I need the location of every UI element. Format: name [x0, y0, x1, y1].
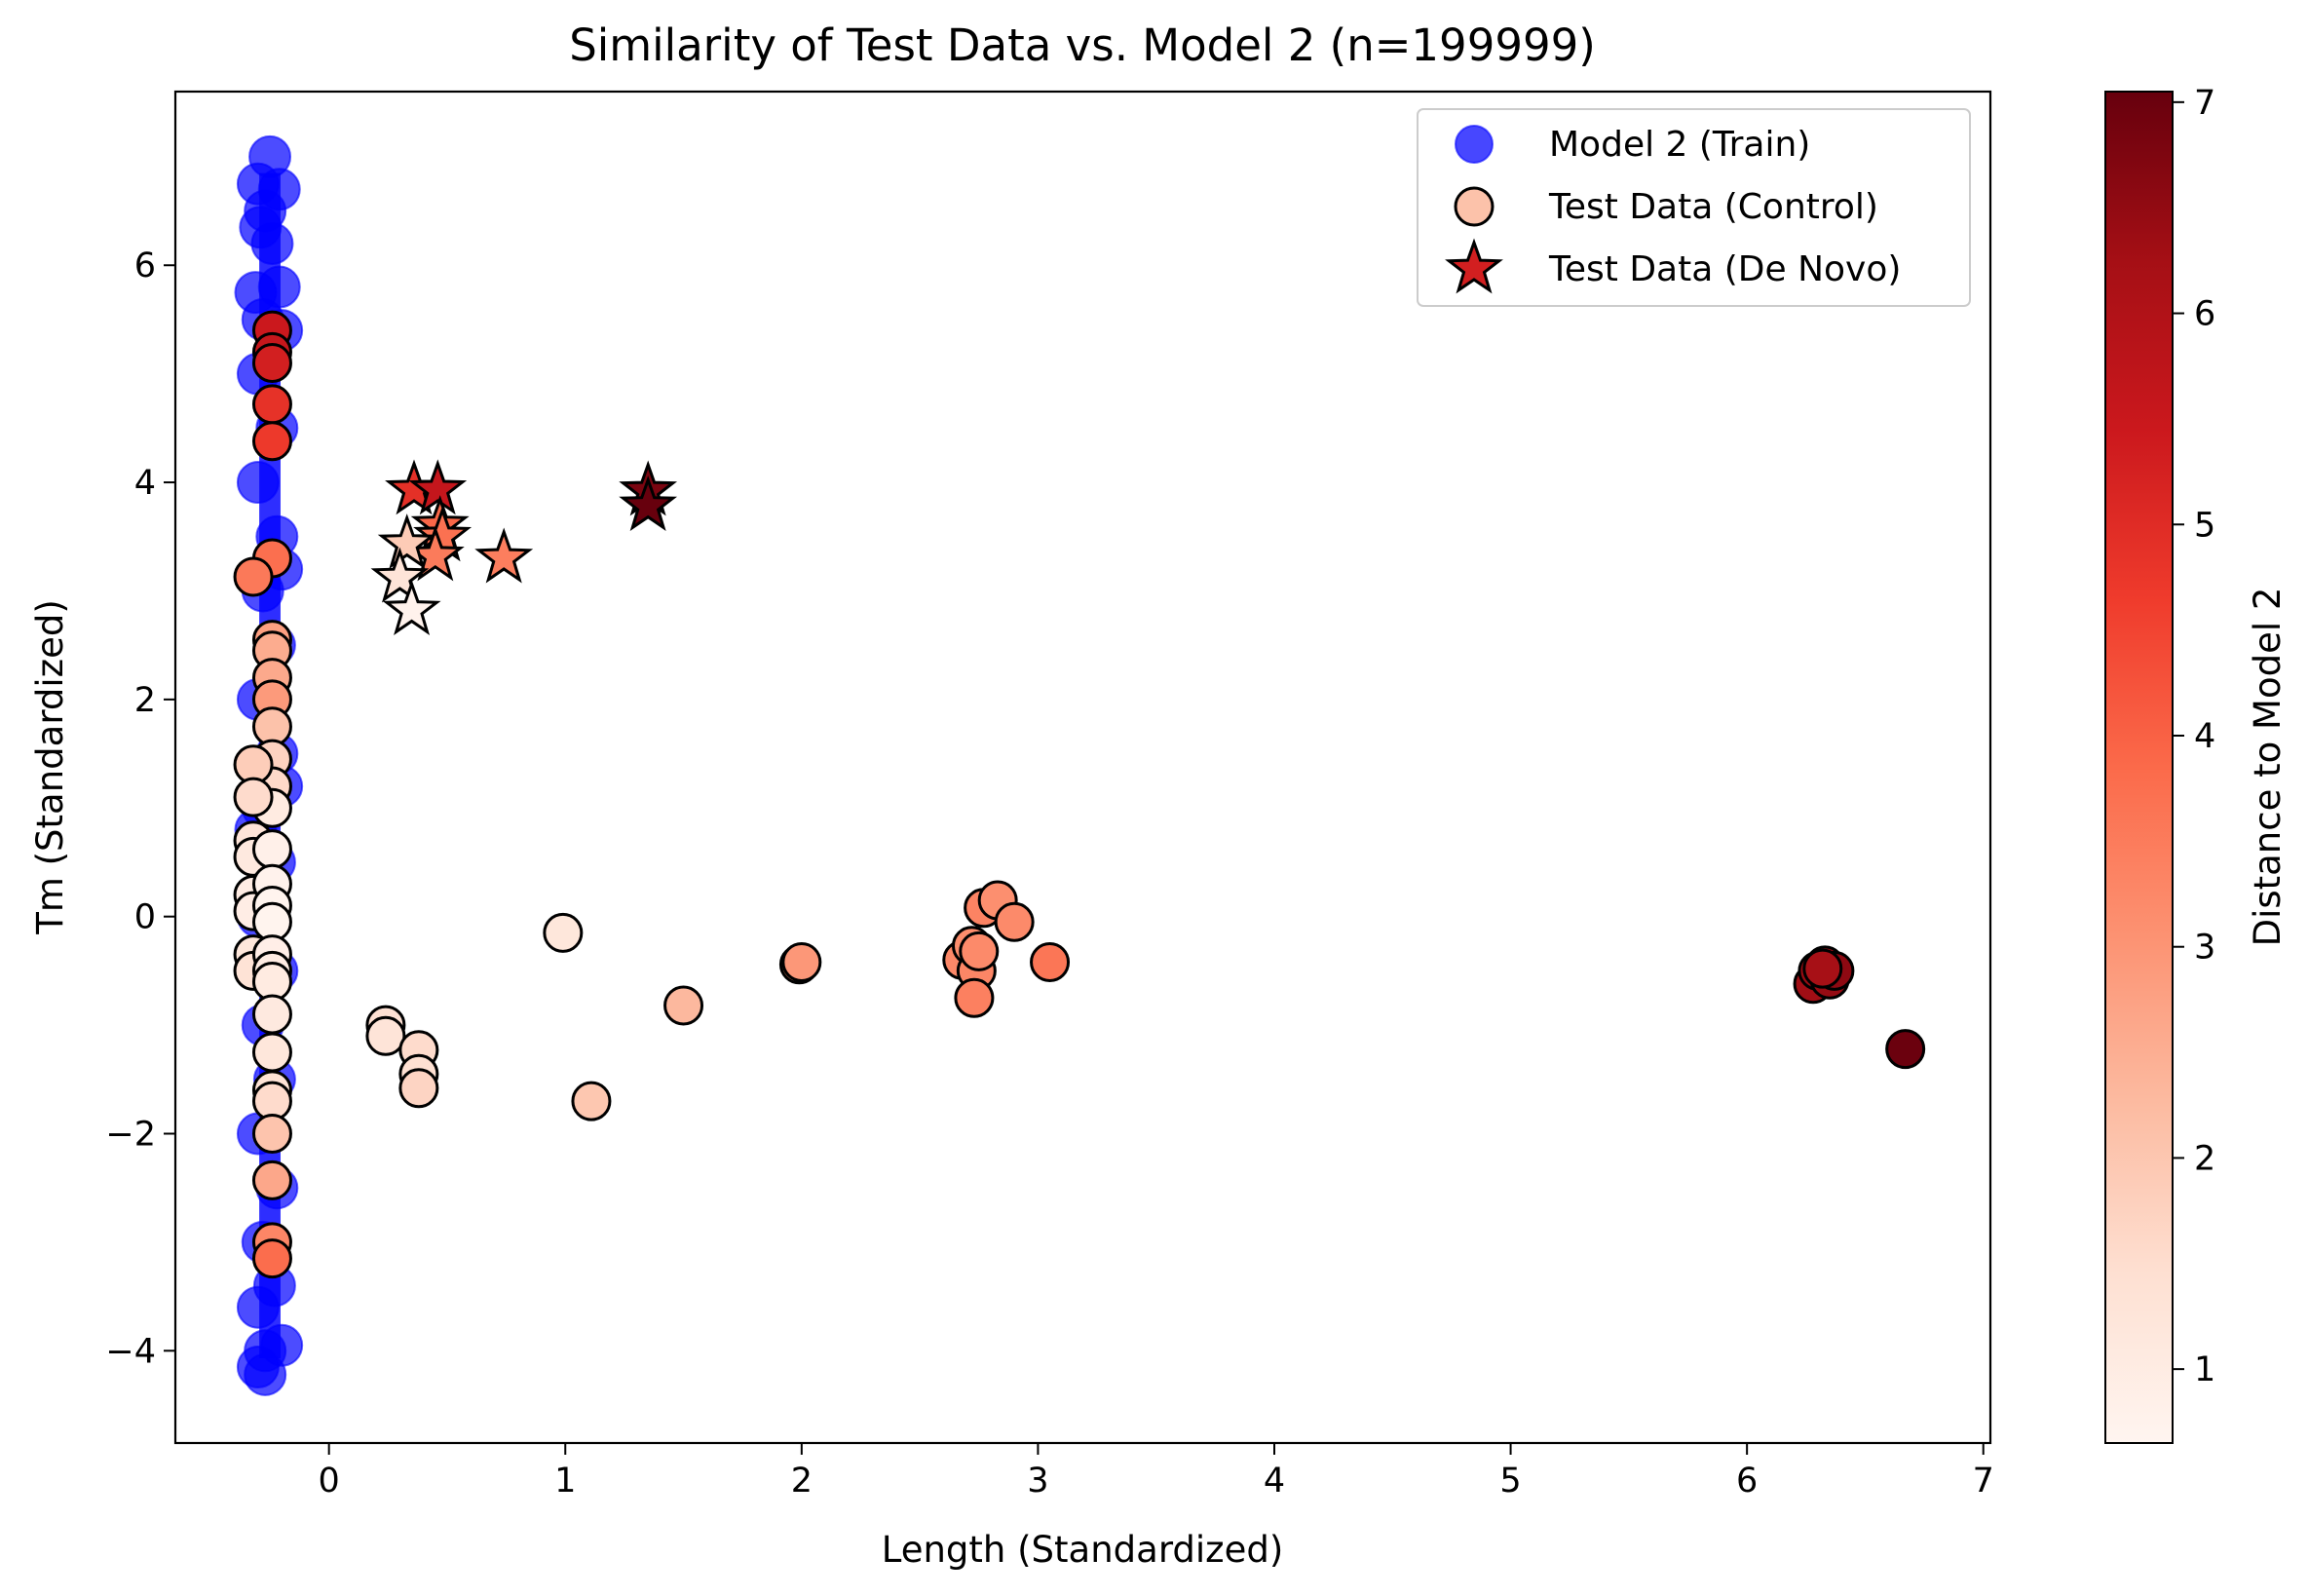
control-point	[251, 1238, 292, 1279]
colorbar-ticks: 1 2 3 4 5 6 7	[2173, 84, 2215, 1389]
control-point	[1030, 941, 1071, 982]
colorbar-frame	[2104, 91, 2174, 1444]
train-point	[236, 1285, 280, 1329]
colorbar-tick-label: 1	[2194, 1350, 2215, 1389]
x-axis-label: Length (Standardized)	[882, 1529, 1284, 1571]
colorbar-tick-label: 6	[2194, 295, 2215, 334]
control-point	[959, 931, 1000, 971]
legend-marker-control	[1454, 186, 1495, 227]
control-point	[398, 1068, 439, 1109]
control-point	[1802, 948, 1843, 989]
train-point	[236, 461, 280, 505]
train-point	[250, 221, 294, 265]
colorbar-gradient	[2105, 92, 2173, 1443]
y-tick-label: −2	[105, 1115, 156, 1154]
x-tick-label: 4	[1264, 1462, 1285, 1501]
denovo-series-layer	[370, 459, 678, 636]
plot-area	[173, 90, 1992, 1445]
control-point	[571, 1081, 612, 1121]
colorbar-tick-label: 4	[2194, 717, 2215, 756]
x-tick-label: 2	[791, 1462, 813, 1501]
control-point	[251, 829, 292, 870]
y-axis-label: Tm (Standardized)	[29, 599, 71, 935]
colorbar-tick-label: 2	[2194, 1139, 2215, 1178]
y-axis-ticks: −4 −2 0 2 4 6	[105, 247, 175, 1371]
control-point	[251, 343, 292, 384]
control-point	[251, 421, 292, 462]
control-point	[251, 1113, 292, 1154]
denovo-point	[474, 527, 534, 584]
legend-label: Model 2 (Train)	[1549, 125, 1810, 165]
x-tick-label: 6	[1736, 1462, 1758, 1501]
legend: Model 2 (Train) Test Data (Control) Test D…	[1417, 108, 1971, 307]
legend-marker-denovo	[1445, 238, 1503, 294]
control-point	[1885, 1029, 1926, 1070]
control-point	[233, 556, 274, 597]
control-point	[251, 1032, 292, 1073]
legend-label: Test Data (Control)	[1548, 187, 1878, 227]
train-point	[244, 1352, 287, 1396]
colorbar-tick-label: 7	[2194, 84, 2215, 123]
denovo-point	[619, 475, 678, 532]
x-tick-label: 7	[1973, 1462, 1994, 1501]
colorbar-tick-label: 3	[2194, 929, 2215, 968]
colorbar: 1 2 3 4 5 6 7 Distance to Model 2	[2104, 84, 2289, 1444]
control-point	[251, 1159, 292, 1200]
denovo-point	[382, 580, 441, 636]
control-point	[251, 994, 292, 1035]
denovo-point	[408, 459, 468, 515]
x-tick-label: 1	[554, 1462, 576, 1501]
y-tick-label: 4	[134, 464, 156, 503]
denovo-point	[370, 547, 430, 603]
control-point	[781, 941, 822, 982]
denovo-point	[377, 513, 436, 570]
colorbar-label: Distance to Model 2	[2247, 588, 2289, 947]
control-point	[994, 901, 1035, 942]
control-point	[954, 977, 995, 1018]
control-point	[251, 384, 292, 425]
control-series-layer	[233, 310, 1926, 1279]
legend-label: Test Data (De Novo)	[1548, 249, 1901, 289]
legend-box	[1417, 108, 1971, 307]
plot-frame	[173, 90, 1992, 1445]
y-tick-label: 2	[134, 681, 156, 720]
control-point	[543, 912, 584, 953]
y-tick-label: −4	[105, 1332, 156, 1371]
x-axis-ticks: 0 1 2 3 4 5 6 7	[319, 1443, 1994, 1501]
y-tick-label: 6	[134, 247, 156, 285]
control-point	[663, 985, 704, 1026]
y-tick-label: 0	[134, 898, 156, 937]
control-point	[365, 1015, 406, 1056]
x-tick-label: 0	[319, 1462, 340, 1501]
x-tick-label: 3	[1027, 1462, 1048, 1501]
x-tick-label: 5	[1499, 1462, 1521, 1501]
control-point	[233, 777, 274, 817]
colorbar-tick-label: 5	[2194, 506, 2215, 545]
chart-title: Similarity of Test Data vs. Model 2 (n=1…	[569, 19, 1596, 71]
legend-marker-train	[1455, 125, 1494, 164]
